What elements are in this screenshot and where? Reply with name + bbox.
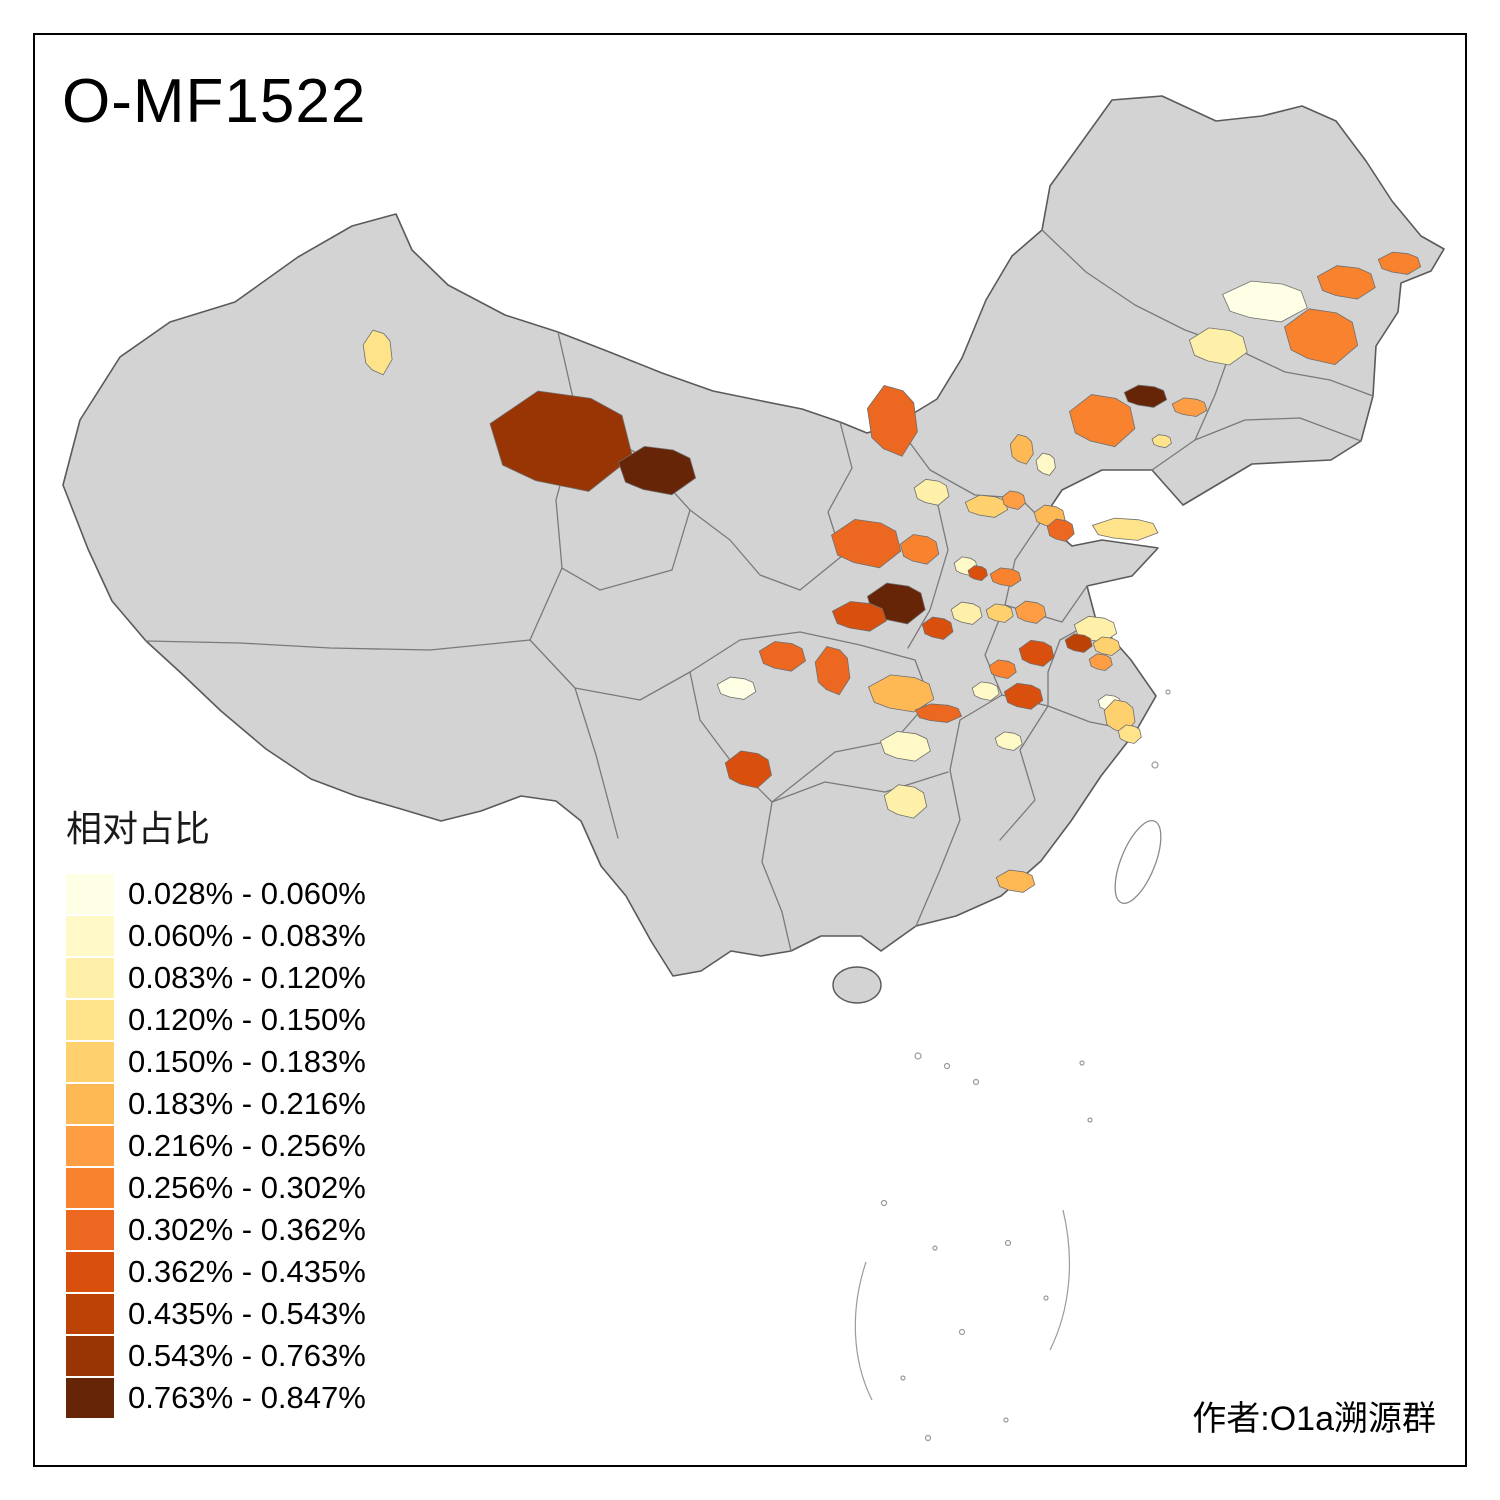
legend-swatch: [66, 1252, 114, 1292]
map-region: [831, 518, 902, 569]
map-region: [1009, 434, 1034, 465]
legend-row: 0.216% - 0.256%: [66, 1126, 366, 1166]
map-region: [1088, 653, 1113, 672]
legend-row: 0.028% - 0.060%: [66, 874, 366, 914]
legend-swatch: [66, 1378, 114, 1418]
legend-swatch: [66, 1000, 114, 1040]
legend-row: 0.150% - 0.183%: [66, 1042, 366, 1082]
map-region: [1001, 490, 1026, 510]
legend-swatch: [66, 1336, 114, 1376]
chart-title: O-MF1522: [62, 67, 367, 136]
south-china-sea-islands: [854, 689, 1171, 1442]
map-region: [1316, 265, 1376, 300]
map-region: [1151, 434, 1172, 449]
map-region: [967, 565, 988, 582]
map-region: [913, 478, 950, 506]
legend-row: 0.256% - 0.302%: [66, 1168, 366, 1208]
legend-label: 0.060% - 0.083%: [128, 918, 366, 953]
map-region: [618, 445, 697, 496]
map-region: [362, 329, 393, 376]
legend-rows: 0.028% - 0.060% 0.060% - 0.083% 0.083% -…: [66, 874, 366, 1418]
map-region: [1003, 682, 1044, 710]
taiwan-island: [1114, 820, 1162, 904]
map-region: [1069, 394, 1136, 448]
map-region: [1092, 636, 1121, 656]
map-region: [1188, 327, 1248, 366]
map-region: [971, 681, 1000, 701]
map-region: [1035, 452, 1056, 476]
legend-swatch: [66, 1084, 114, 1124]
map-region: [1377, 251, 1422, 275]
legend-swatch: [66, 1210, 114, 1250]
region-layer: [362, 251, 1422, 893]
map-region: [831, 601, 887, 632]
map-region: [1091, 517, 1159, 541]
map-region: [758, 641, 806, 672]
map-region: [921, 616, 954, 640]
legend-swatch: [66, 958, 114, 998]
map-region: [989, 567, 1022, 587]
legend-label: 0.543% - 0.763%: [128, 1338, 366, 1373]
legend-row: 0.060% - 0.083%: [66, 916, 366, 956]
legend-swatch: [66, 1168, 114, 1208]
map-region: [964, 494, 1009, 518]
map-region: [995, 869, 1036, 893]
map-region: [1064, 633, 1093, 653]
legend-label: 0.362% - 0.435%: [128, 1254, 366, 1289]
map-region: [814, 645, 851, 696]
legend: 相对占比 0.028% - 0.060% 0.060% - 0.083% 0.0…: [66, 800, 366, 1418]
map-region: [1171, 397, 1208, 417]
map-region: [950, 601, 983, 625]
legend-swatch: [66, 916, 114, 956]
plot-border: [33, 33, 1467, 1467]
map-region: [994, 731, 1023, 751]
map-region: [899, 534, 940, 565]
legend-label: 0.435% - 0.543%: [128, 1296, 366, 1331]
legend-row: 0.763% - 0.847%: [66, 1378, 366, 1418]
legend-label: 0.028% - 0.060%: [128, 876, 366, 911]
map-region: [489, 390, 633, 492]
legend-row: 0.435% - 0.543%: [66, 1294, 366, 1334]
map-region: [985, 603, 1014, 623]
map-region: [716, 676, 757, 700]
china-mainland: [62, 95, 1445, 977]
map-region: [1117, 724, 1142, 744]
map-region: [1123, 384, 1168, 408]
map-region: [879, 731, 931, 762]
map-region: [1046, 518, 1075, 542]
legend-label: 0.256% - 0.302%: [128, 1170, 366, 1205]
legend-label: 0.302% - 0.362%: [128, 1212, 366, 1247]
legend-label: 0.150% - 0.183%: [128, 1044, 366, 1079]
map-region: [914, 703, 963, 723]
legend-row: 0.362% - 0.435%: [66, 1252, 366, 1292]
map-region: [1018, 639, 1055, 667]
legend-row: 0.120% - 0.150%: [66, 1000, 366, 1040]
legend-label: 0.763% - 0.847%: [128, 1380, 366, 1415]
hainan-island: [832, 966, 882, 1004]
legend-label: 0.120% - 0.150%: [128, 1002, 366, 1037]
map-region: [868, 674, 935, 713]
legend-row: 0.302% - 0.362%: [66, 1210, 366, 1250]
legend-row: 0.183% - 0.216%: [66, 1084, 366, 1124]
legend-row: 0.543% - 0.763%: [66, 1336, 366, 1376]
legend-label: 0.183% - 0.216%: [128, 1086, 366, 1121]
map-region: [883, 784, 928, 819]
legend-swatch: [66, 874, 114, 914]
legend-row: 0.083% - 0.120%: [66, 958, 366, 998]
author-credit: 作者:O1a溯源群: [1192, 1400, 1436, 1438]
legend-swatch: [66, 1126, 114, 1166]
legend-swatch: [66, 1294, 114, 1334]
legend-label: 0.083% - 0.120%: [128, 960, 366, 995]
map-region: [1222, 280, 1308, 323]
legend-title: 相对占比: [66, 808, 211, 849]
legend-label: 0.216% - 0.256%: [128, 1128, 366, 1163]
map-region: [866, 385, 918, 457]
map-region: [724, 750, 772, 789]
legend-swatch: [66, 1042, 114, 1082]
map-region: [988, 659, 1017, 679]
map-region: [1014, 600, 1047, 624]
map-region: [1284, 308, 1359, 366]
